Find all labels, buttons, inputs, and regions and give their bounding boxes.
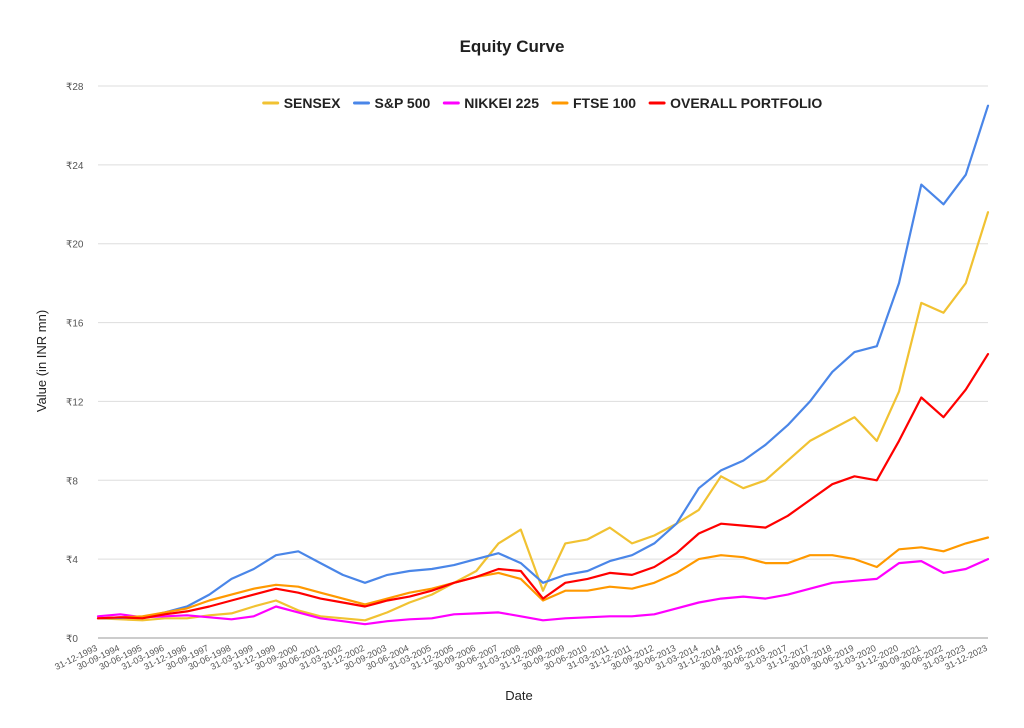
legend-label: NIKKEI 225 (464, 95, 539, 111)
legend-item: OVERALL PORTFOLIO (648, 95, 822, 111)
gridlines (98, 85, 988, 639)
legend-label: SENSEX (284, 95, 341, 111)
y-axis-label: Value (in INR mn) (34, 310, 49, 412)
y-tick-label: ₹24 (66, 161, 84, 172)
series-line-nikkei-225 (96, 557, 990, 626)
series-line-s-p-500 (96, 104, 990, 620)
y-tick-label: ₹28 (66, 82, 84, 93)
x-axis-label: Date (505, 688, 532, 703)
y-tick-label: ₹4 (66, 555, 78, 566)
legend-label: FTSE 100 (573, 95, 636, 111)
y-tick-label: ₹0 (66, 634, 78, 645)
chart-title: Equity Curve (460, 37, 565, 56)
legend-item: NIKKEI 225 (442, 95, 539, 111)
legend-item: S&P 500 (353, 95, 431, 111)
series-line-sensex (96, 211, 990, 622)
legend-label: OVERALL PORTFOLIO (670, 95, 822, 111)
legend: SENSEX S&P 500 NIKKEI 225 FTSE 100 OVERALL P… (262, 95, 822, 111)
y-axis-ticks: ₹0 ₹4 ₹8 ₹12 ₹16 ₹20 ₹24 ₹28 (66, 82, 84, 645)
legend-item: FTSE 100 (551, 95, 636, 111)
x-axis-ticks: 31-12-199330-09-199430-06-199531-03-1996… (53, 643, 989, 672)
y-tick-label: ₹12 (66, 397, 84, 408)
legend-label: S&P 500 (375, 95, 431, 111)
series-line-overall-portfolio (96, 353, 990, 620)
series-line-ftse-100 (96, 536, 990, 620)
series-lines (96, 104, 990, 626)
y-tick-label: ₹16 (66, 319, 84, 330)
legend-item: SENSEX (262, 95, 341, 111)
y-tick-label: ₹8 (66, 476, 78, 487)
y-tick-label: ₹20 (66, 240, 84, 251)
